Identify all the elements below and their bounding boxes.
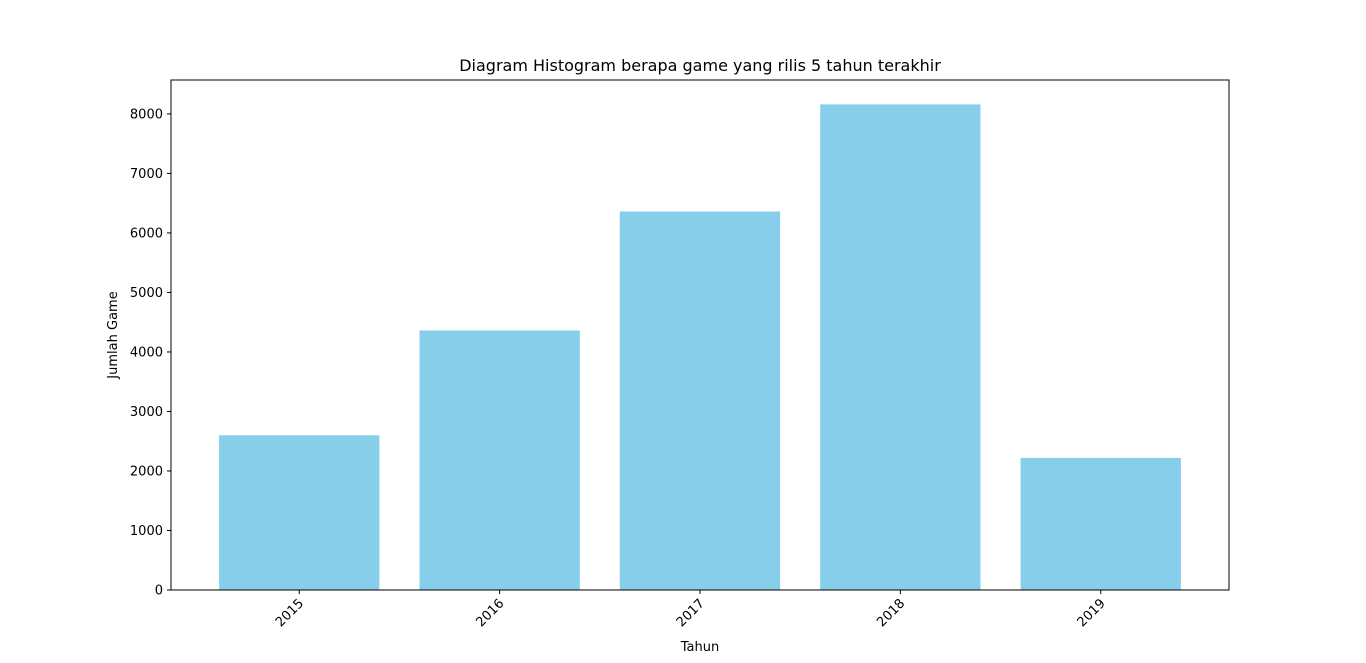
y-tick-label: 5000 — [130, 286, 163, 301]
chart-title: Diagram Histogram berapa game yang rilis… — [459, 56, 941, 75]
y-tick-label: 8000 — [130, 107, 163, 122]
y-axis: 0 1000 2000 3000 4000 5000 6000 7000 8000 — [130, 107, 171, 599]
x-axis: 2015 2016 2017 2018 2019 — [273, 590, 1109, 630]
bar-2018 — [820, 104, 981, 591]
y-tick-label: 1000 — [130, 524, 163, 539]
x-tick-label: 2017 — [674, 596, 708, 630]
y-tick-label: 7000 — [130, 167, 163, 182]
y-tick-label: 2000 — [130, 464, 163, 479]
bar-2019 — [1020, 457, 1181, 590]
y-tick-label: 3000 — [130, 405, 163, 420]
y-tick-label: 6000 — [130, 226, 163, 241]
x-tick-label: 2015 — [273, 596, 307, 630]
x-tick-label: 2018 — [874, 596, 908, 630]
bar-2016 — [419, 330, 580, 590]
y-tick-label: 4000 — [130, 345, 163, 360]
y-axis-label: Jumlah Game — [106, 291, 121, 379]
x-tick-label: 2019 — [1075, 596, 1109, 630]
bar-2017 — [619, 211, 781, 590]
y-tick-label: 0 — [155, 584, 163, 599]
x-axis-label: Tahun — [680, 640, 719, 655]
bars-group — [219, 104, 1181, 591]
x-tick-label: 2016 — [473, 596, 507, 630]
bar-2015 — [219, 435, 380, 590]
